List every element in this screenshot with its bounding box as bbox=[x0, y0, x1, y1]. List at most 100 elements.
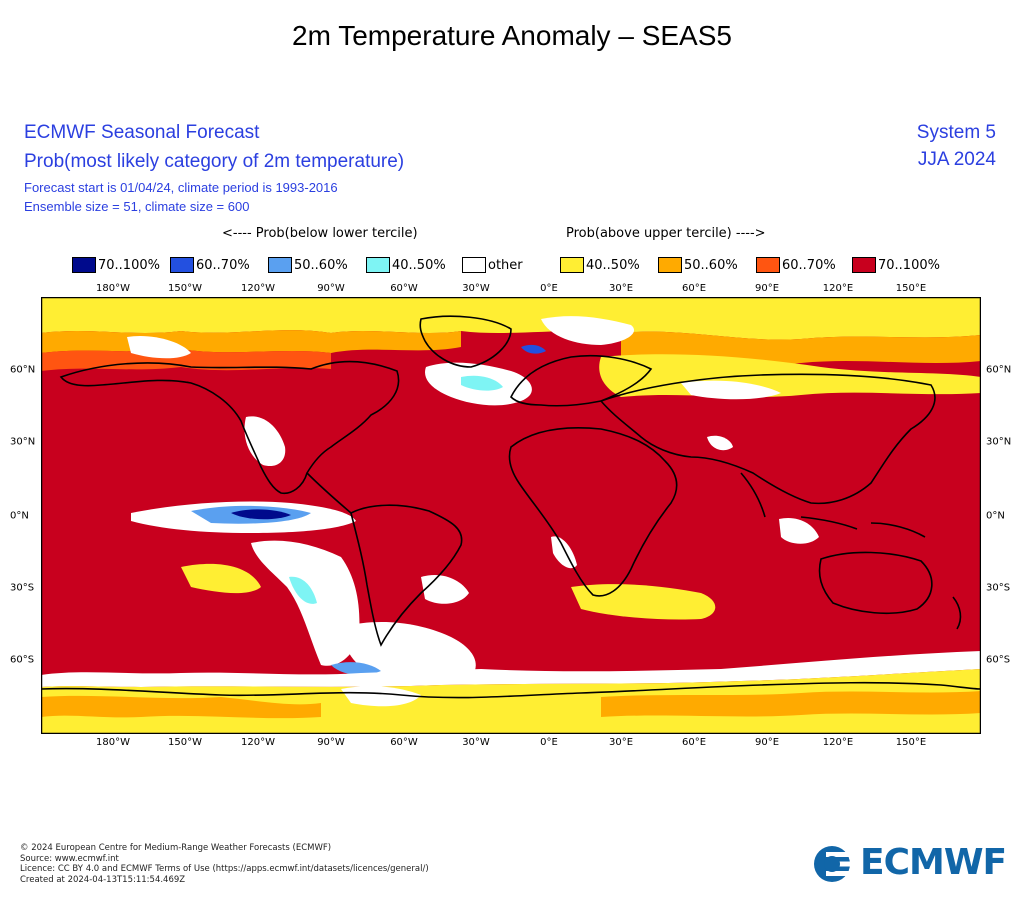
lon-label: 150°W bbox=[168, 737, 202, 748]
map-border bbox=[41, 297, 981, 734]
lat-label: 30°S bbox=[10, 582, 35, 594]
legend: 70..100% 60..70% 50..60% 40..50% other 40..50… bbox=[72, 256, 972, 276]
lon-label: 120°E bbox=[822, 737, 854, 748]
legend-swatch bbox=[462, 257, 486, 273]
ecmwf-logo-icon bbox=[814, 846, 858, 882]
drake-white bbox=[341, 622, 476, 682]
lon-label: 0°E bbox=[540, 283, 558, 294]
legend-label: 50..60% bbox=[294, 257, 348, 273]
barents-blue bbox=[521, 344, 546, 354]
lon-label: 180°W bbox=[96, 737, 130, 748]
lon-label: 150°E bbox=[895, 283, 927, 294]
legend-item: 50..60% bbox=[658, 256, 738, 274]
legend-swatch bbox=[658, 257, 682, 273]
lon-label: 150°W bbox=[168, 283, 202, 294]
lon-label: 60°W bbox=[390, 283, 418, 294]
antarctic-white-west bbox=[341, 686, 421, 707]
barents-white bbox=[541, 316, 635, 345]
antarctic-orange bbox=[41, 695, 321, 719]
footer-created: Created at 2024-04-13T15:11:54.469Z bbox=[20, 874, 186, 885]
middle-east-white bbox=[707, 435, 733, 451]
legend-item: 40..50% bbox=[560, 256, 640, 274]
south-pacific-yellow bbox=[181, 563, 261, 594]
legend-item: 40..50% bbox=[366, 256, 446, 274]
lon-label: 120°E bbox=[822, 283, 854, 294]
lon-label: 120°W bbox=[241, 283, 275, 294]
lon-label: 90°W bbox=[317, 283, 345, 294]
lon-label: 180°W bbox=[96, 283, 130, 294]
drake-blue bbox=[331, 662, 381, 675]
lat-label: 30°N bbox=[10, 436, 36, 448]
south-pacific-cyan bbox=[289, 576, 317, 604]
ensemble-info: Ensemble size = 51, climate size = 600 bbox=[24, 199, 250, 214]
lon-label: 0°E bbox=[540, 737, 558, 748]
legend-swatch bbox=[366, 257, 390, 273]
legend-swatch bbox=[852, 257, 876, 273]
south-pacific-white bbox=[251, 540, 360, 666]
lat-label: 60°N bbox=[986, 364, 1012, 376]
page-title: 2m Temperature Anomaly – SEAS5 bbox=[292, 20, 732, 51]
legend-swatch bbox=[560, 257, 584, 273]
lon-label: 120°W bbox=[241, 737, 275, 748]
legend-swatch bbox=[756, 257, 780, 273]
legend-item: 70..100% bbox=[72, 256, 160, 274]
legend-label: 60..70% bbox=[196, 257, 250, 273]
lat-label: 0°N bbox=[986, 510, 1005, 522]
legend-label: 40..50% bbox=[586, 257, 640, 273]
lat-label: 60°S bbox=[10, 654, 35, 666]
lon-label: 60°E bbox=[681, 737, 707, 748]
indonesia-white bbox=[779, 517, 819, 544]
legend-label: 70..100% bbox=[98, 257, 160, 273]
legend-label: 70..100% bbox=[878, 257, 940, 273]
legend-item: 60..70% bbox=[170, 256, 250, 274]
southern-ocean-white bbox=[41, 651, 981, 687]
lat-label: 60°N bbox=[10, 364, 36, 376]
footer-licence: Licence: CC BY 4.0 and ECMWF Terms of Us… bbox=[20, 864, 429, 874]
legend-item: 60..70% bbox=[756, 256, 836, 274]
antarctic-orange-east bbox=[601, 691, 981, 717]
legend-swatch bbox=[170, 257, 194, 273]
lat-label: 0°N bbox=[10, 510, 29, 522]
legend-above-title: Prob(above upper tercile) ----> bbox=[566, 226, 766, 241]
legend-item: 70..100% bbox=[852, 256, 940, 274]
footer-copyright: © 2024 European Centre for Medium-Range … bbox=[20, 843, 332, 853]
ecmwf-logo: ECMWF bbox=[812, 842, 1007, 884]
ecmwf-logo-text: ECMWF bbox=[860, 842, 1007, 883]
arctic-band bbox=[41, 297, 981, 340]
lon-label: 90°E bbox=[754, 737, 780, 748]
lon-label: 30°W bbox=[462, 283, 490, 294]
lon-label: 30°E bbox=[608, 737, 634, 748]
lon-label: 30°W bbox=[462, 737, 490, 748]
anomaly-map bbox=[41, 297, 981, 734]
legend-label: 60..70% bbox=[782, 257, 836, 273]
lon-label: 90°W bbox=[317, 737, 345, 748]
legend-swatch bbox=[72, 257, 96, 273]
legend-label: other bbox=[488, 257, 523, 273]
south-africa-yellow bbox=[571, 584, 716, 620]
system-label: System 5 bbox=[916, 122, 996, 143]
siberia-white bbox=[681, 380, 781, 400]
alaska-white bbox=[127, 335, 191, 359]
forecast-subtitle: Prob(most likely category of 2m temperat… bbox=[24, 151, 405, 172]
coastlines bbox=[41, 315, 981, 699]
lat-label: 30°N bbox=[986, 436, 1012, 448]
lon-label: 60°E bbox=[681, 283, 707, 294]
lon-label: 30°E bbox=[608, 283, 634, 294]
legend-label: 50..60% bbox=[684, 257, 738, 273]
legend-label: 40..50% bbox=[392, 257, 446, 273]
lon-label: 60°W bbox=[390, 737, 418, 748]
lon-label: 90°E bbox=[754, 283, 780, 294]
legend-swatch bbox=[268, 257, 292, 273]
period-label: JJA 2024 bbox=[917, 149, 996, 170]
lat-label: 30°S bbox=[986, 582, 1011, 594]
lon-label: 150°E bbox=[895, 737, 927, 748]
arctic-orange bbox=[41, 330, 461, 353]
lat-label: 60°S bbox=[986, 654, 1011, 666]
forecast-title: ECMWF Seasonal Forecast bbox=[24, 122, 260, 143]
pacific-dark-blue bbox=[231, 509, 291, 520]
forecast-start-info: Forecast start is 01/04/24, climate peri… bbox=[24, 180, 338, 195]
legend-item: other bbox=[462, 256, 523, 274]
north-atlantic-cyan bbox=[461, 375, 503, 391]
footer-source: Source: www.ecmwf.int bbox=[20, 853, 119, 864]
footer: © 2024 European Centre for Medium-Range … bbox=[20, 843, 429, 885]
